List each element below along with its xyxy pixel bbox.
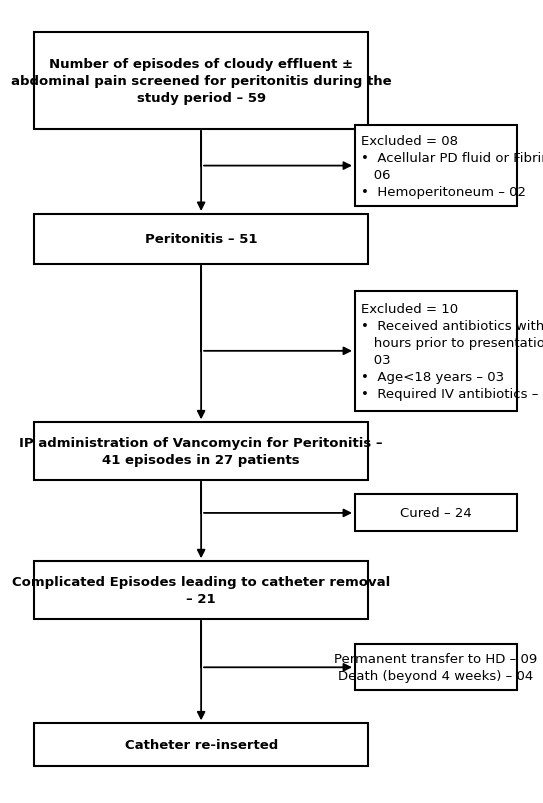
FancyBboxPatch shape — [355, 291, 516, 411]
Text: Permanent transfer to HD – 09
Death (beyond 4 weeks) – 04: Permanent transfer to HD – 09 Death (bey… — [334, 653, 538, 683]
Text: Cured – 24: Cured – 24 — [400, 507, 471, 520]
FancyBboxPatch shape — [34, 214, 368, 265]
FancyBboxPatch shape — [34, 34, 368, 130]
Text: Excluded = 10
•  Received antibiotics within 48
   hours prior to presentation –: Excluded = 10 • Received antibiotics wit… — [361, 303, 543, 401]
FancyBboxPatch shape — [355, 644, 516, 691]
FancyBboxPatch shape — [34, 422, 368, 480]
FancyBboxPatch shape — [34, 561, 368, 619]
Text: Peritonitis – 51: Peritonitis – 51 — [145, 233, 257, 246]
FancyBboxPatch shape — [34, 724, 368, 766]
Text: IP administration of Vancomycin for Peritonitis –
41 episodes in 27 patients: IP administration of Vancomycin for Peri… — [20, 437, 383, 467]
FancyBboxPatch shape — [355, 495, 516, 532]
FancyBboxPatch shape — [355, 126, 516, 207]
Text: Number of episodes of cloudy effluent ±
abdominal pain screened for peritonitis : Number of episodes of cloudy effluent ± … — [11, 58, 392, 105]
Text: Excluded = 08
•  Acellular PD fluid or Fibrin –
   06
•  Hemoperitoneum – 02: Excluded = 08 • Acellular PD fluid or Fi… — [361, 134, 543, 198]
Text: Catheter re-inserted: Catheter re-inserted — [124, 738, 278, 751]
Text: Complicated Episodes leading to catheter removal
– 21: Complicated Episodes leading to catheter… — [12, 576, 390, 605]
